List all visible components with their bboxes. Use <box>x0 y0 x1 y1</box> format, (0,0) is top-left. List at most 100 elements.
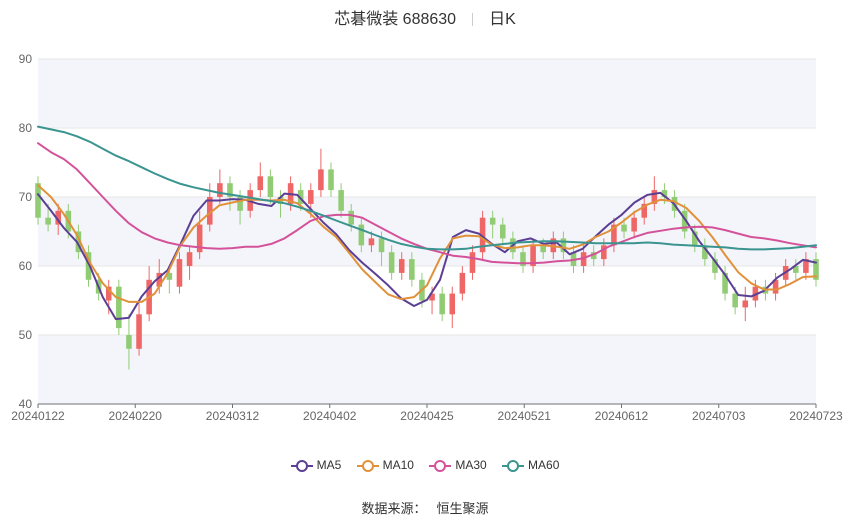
candle <box>398 252 405 280</box>
candle-body <box>368 238 375 246</box>
legend: MA5 MA10 MA30 MA60 <box>0 458 850 472</box>
candle-body <box>550 238 557 253</box>
legend-item-ma10[interactable]: MA10 <box>356 458 414 472</box>
x-tick-label: 20240312 <box>206 409 260 423</box>
candle-body <box>237 197 243 211</box>
legend-item-ma30[interactable]: MA30 <box>429 458 487 472</box>
legend-label-ma30: MA30 <box>455 458 487 472</box>
candle <box>560 231 567 260</box>
legend-marker-ma10 <box>356 459 379 472</box>
candle <box>126 314 132 370</box>
candle-body <box>803 259 809 273</box>
y-tick-label: 60 <box>19 259 33 273</box>
candle-body <box>691 231 698 246</box>
candle-body <box>631 217 637 232</box>
chart-title: 芯碁微装 688630 日K <box>0 5 850 29</box>
legend-label-ma5: MA5 <box>316 458 342 472</box>
candle-body <box>661 190 668 197</box>
candle-body <box>540 245 546 253</box>
candle-body <box>136 314 142 349</box>
candle-body <box>186 252 193 266</box>
x-axis: 20240122 20240220 20240312 20240402 20240425… <box>11 403 843 423</box>
candle <box>691 224 698 253</box>
candle <box>449 286 456 329</box>
candle-body <box>156 272 163 287</box>
data-source: 数据来源： 恒生聚源 <box>0 498 850 517</box>
candle-body <box>308 190 314 204</box>
candle <box>813 252 819 287</box>
candle <box>530 238 536 273</box>
y-tick-label: 50 <box>19 328 33 342</box>
ma-line-ma10 <box>37 184 817 303</box>
plot-bands <box>38 59 816 404</box>
x-tick-label: 20240612 <box>595 409 649 423</box>
legend-label-ma60: MA60 <box>528 458 560 472</box>
candle-body <box>651 190 658 204</box>
candle-body <box>813 259 819 280</box>
candle <box>469 245 476 280</box>
candle-body <box>712 259 718 273</box>
legend-marker-ma30 <box>429 459 452 472</box>
legend-item-ma5[interactable]: MA5 <box>290 458 342 472</box>
candle-body <box>348 210 354 225</box>
candle-body <box>206 197 213 225</box>
candle-body <box>297 190 304 204</box>
legend-label-ma10: MA10 <box>382 458 414 472</box>
plot-band <box>38 59 816 128</box>
candle <box>793 259 799 280</box>
candle-body <box>611 224 617 246</box>
candle <box>772 272 779 301</box>
candle <box>803 252 809 280</box>
y-tick-label: 70 <box>19 190 33 204</box>
ma-line-ma5 <box>37 191 817 321</box>
candle <box>631 210 637 239</box>
candle-body <box>126 335 132 349</box>
candle <box>459 266 466 301</box>
candle-body <box>732 293 738 308</box>
candle-body <box>85 252 92 280</box>
candle <box>85 245 92 287</box>
candle <box>388 245 395 280</box>
y-tick-label: 80 <box>19 121 33 135</box>
candle <box>681 203 688 239</box>
candle-body <box>338 190 344 211</box>
candle-body <box>75 231 82 253</box>
candle-body <box>166 272 173 280</box>
x-tick-label: 20240220 <box>109 409 163 423</box>
candle <box>136 300 142 356</box>
stock-name: 芯碁微装 688630 <box>334 11 457 28</box>
candle-body <box>479 217 486 253</box>
candle-body <box>45 217 51 225</box>
candle-body <box>328 169 334 191</box>
candle <box>409 252 415 287</box>
x-tick-label: 20240703 <box>692 409 746 423</box>
y-tick-label: 40 <box>19 397 33 411</box>
candle-body <box>469 252 476 273</box>
candle-body <box>378 238 385 253</box>
candle-body <box>520 252 526 266</box>
candle <box>146 266 152 322</box>
legend-marker-ma5 <box>290 459 313 472</box>
candle-body <box>227 183 233 197</box>
candle-body <box>681 210 688 232</box>
candle-body <box>217 183 223 197</box>
candle-body <box>590 252 597 260</box>
ma-line-ma60 <box>37 125 817 251</box>
candle <box>338 183 344 218</box>
candle <box>479 210 486 260</box>
candle <box>489 210 496 239</box>
candle <box>722 266 728 301</box>
x-tick-label: 20240122 <box>11 409 65 423</box>
candle-body <box>267 176 274 197</box>
legend-item-ma60[interactable]: MA60 <box>502 458 559 472</box>
candle-body <box>702 245 708 260</box>
candle-body <box>530 245 536 266</box>
candle <box>611 217 617 253</box>
candle-body <box>358 224 365 246</box>
candle-body <box>580 252 587 266</box>
candle-body <box>388 252 395 273</box>
candle <box>641 197 648 225</box>
candle-body <box>641 203 648 218</box>
source-name: 恒生聚源 <box>436 501 489 516</box>
candle <box>500 217 506 246</box>
